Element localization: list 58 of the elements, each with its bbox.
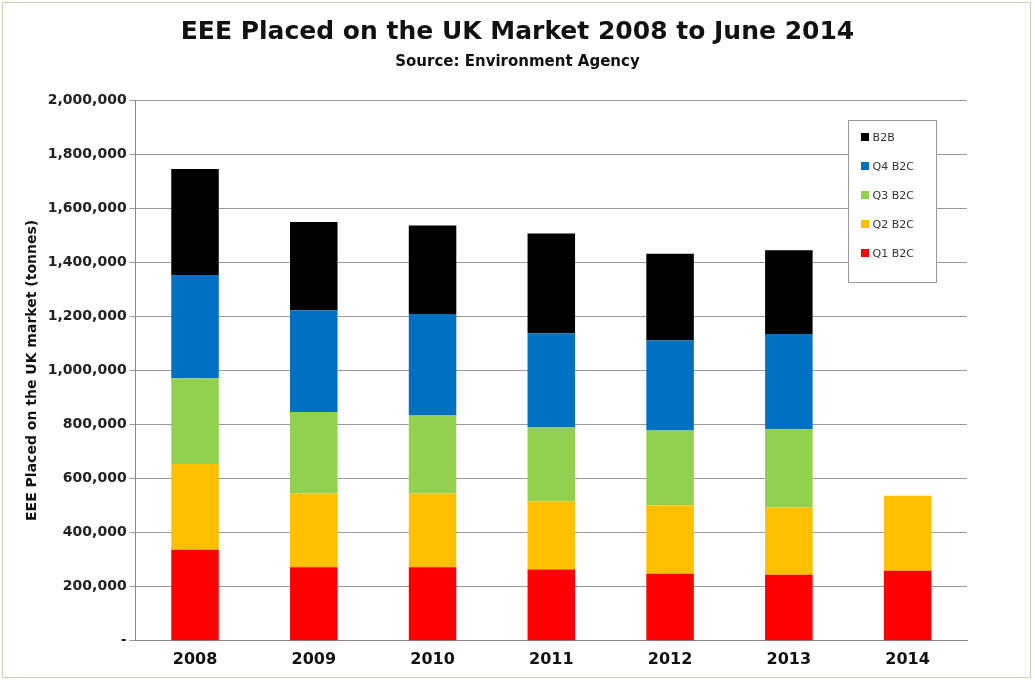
bar — [408, 493, 457, 568]
bar — [527, 501, 576, 570]
y-tick-label: 1,000,000 — [47, 361, 127, 378]
bar — [646, 340, 694, 431]
x-tick-label: 2014 — [885, 648, 930, 668]
bar — [290, 493, 338, 568]
bar — [883, 570, 932, 641]
legend-label: Q3 B2C — [871, 188, 914, 204]
y-tick-label: 1,600,000 — [47, 198, 127, 215]
bar — [765, 574, 813, 641]
bar — [646, 505, 694, 574]
y-tick-label: 1,400,000 — [47, 252, 127, 269]
bar — [646, 573, 694, 641]
bar — [171, 549, 219, 641]
bar — [527, 233, 576, 334]
y-tick-label: 400,000 — [62, 523, 127, 540]
bar — [408, 567, 457, 641]
bar — [765, 429, 813, 508]
legend-label: Q2 B2C — [871, 217, 914, 233]
bar — [765, 507, 813, 575]
bar — [171, 168, 219, 275]
y-tick-label: 2,000,000 — [47, 90, 127, 107]
y-tick-label: - — [120, 631, 127, 648]
x-tick-label: 2008 — [172, 648, 218, 668]
chart-subtitle: Source: Environment Agency — [394, 52, 641, 70]
y-tick-label: 800,000 — [62, 415, 127, 432]
y-tick-label: 600,000 — [62, 469, 127, 486]
bar — [290, 310, 338, 413]
bar — [171, 378, 219, 464]
legend-label: B2B — [871, 130, 896, 146]
bar — [408, 313, 457, 416]
bar — [765, 250, 813, 334]
bar — [527, 333, 576, 427]
bar — [646, 253, 694, 341]
x-tick-label: 2013 — [766, 648, 812, 668]
x-tick-label: 2012 — [647, 648, 693, 668]
legend-label: Q4 B2C — [871, 159, 914, 175]
bar — [290, 412, 338, 494]
y-tick-label: 200,000 — [62, 577, 127, 594]
y-tick-label: 1,200,000 — [47, 306, 127, 323]
bar — [290, 221, 338, 311]
chart-title: EEE Placed on the UK Market 2008 to June 2014 — [179, 16, 856, 45]
y-axis-title: EEE Placed on the UK market (tonnes) — [23, 219, 40, 521]
bar — [527, 569, 576, 641]
bar — [883, 495, 932, 571]
bar — [765, 333, 813, 430]
x-tick-label: 2010 — [410, 648, 455, 668]
bar — [171, 274, 219, 379]
bar — [171, 463, 219, 550]
bar — [408, 225, 457, 314]
x-tick-label: 2011 — [529, 648, 574, 668]
bar — [408, 415, 457, 494]
bar — [646, 430, 694, 506]
bar — [527, 426, 576, 502]
legend-label: Q1 B2C — [871, 246, 914, 262]
bar — [290, 567, 338, 641]
y-tick-label: 1,800,000 — [47, 144, 127, 161]
x-tick-label: 2009 — [291, 648, 337, 668]
